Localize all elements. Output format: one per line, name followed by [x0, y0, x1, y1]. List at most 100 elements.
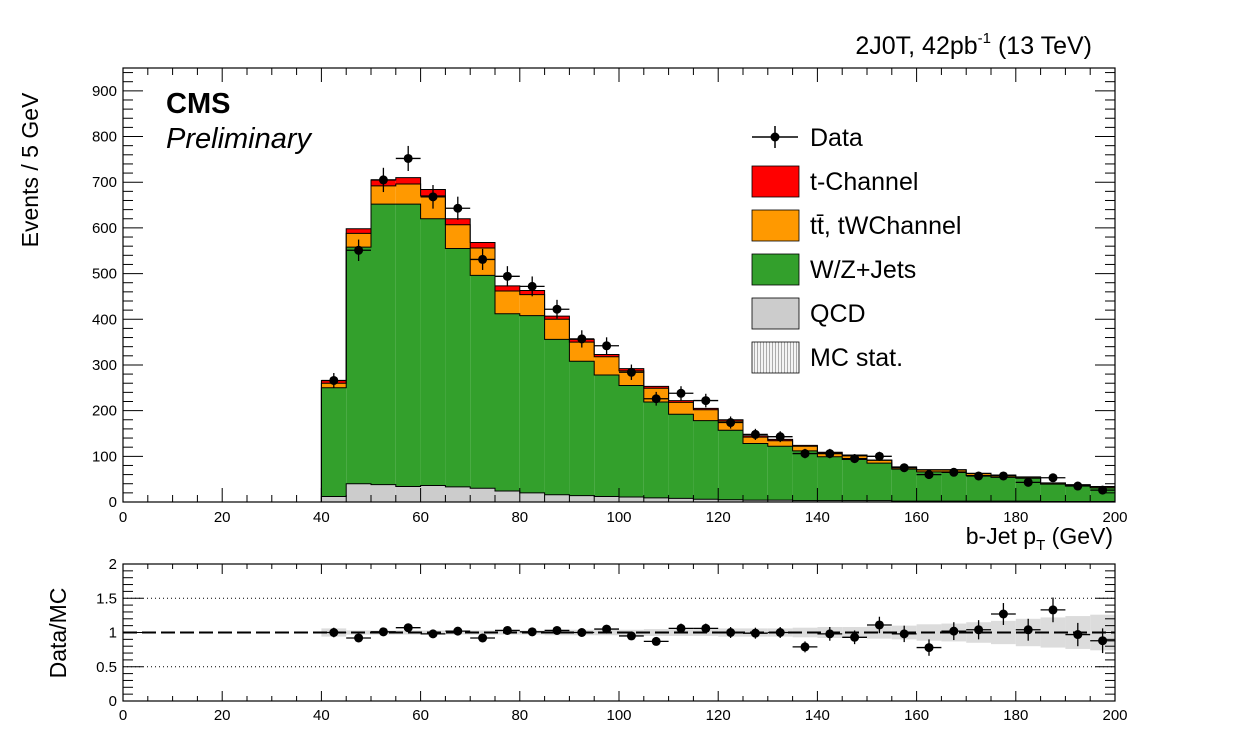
- legend-label-mc-stat: MC stat.: [810, 344, 903, 372]
- ratio-point: [792, 641, 818, 653]
- data-point: [321, 373, 347, 388]
- stack-bar: [743, 437, 768, 444]
- y-tick-label: 400: [92, 311, 117, 328]
- ratio-y-tick-label: 2: [109, 556, 117, 573]
- legend-swatch-qcd: [751, 297, 800, 330]
- main-y-axis-label: Events / 5 GeV: [17, 92, 43, 247]
- stack-bar: [420, 218, 446, 486]
- mc-stat-band-bin: [470, 630, 495, 635]
- stack-bar: [371, 185, 396, 205]
- data-marker: [924, 470, 934, 480]
- ratio-marker: [502, 625, 512, 635]
- stack-bar: [668, 498, 694, 502]
- ratio-point: [594, 624, 619, 634]
- stack-bar: [594, 374, 619, 497]
- stack-bar: [619, 385, 644, 497]
- x-tick-label: 80: [511, 509, 528, 526]
- data-point: [1040, 473, 1066, 483]
- y-tick-label: 300: [92, 357, 117, 374]
- data-marker: [651, 394, 661, 404]
- stack-bar: [321, 387, 347, 497]
- stack-bar: [643, 497, 669, 502]
- x-axis-label-unit: (GeV): [1045, 523, 1113, 549]
- stack-bar: [1065, 486, 1091, 502]
- stack-bar: [767, 440, 793, 447]
- ratio-marker: [924, 643, 934, 653]
- stack-bar: [767, 500, 793, 502]
- stack-bar: [594, 496, 619, 502]
- ratio-point: [395, 623, 421, 633]
- stack-bar: [321, 496, 347, 502]
- stack-w-z-jets: [321, 204, 1115, 502]
- stack-bar: [643, 386, 669, 389]
- main-plot-panel: 0 20 40 60 80 100 120 140 160 180 200 0 100 200 300 40…: [17, 67, 1128, 554]
- ratio-marker: [850, 632, 860, 642]
- stack-bar: [619, 496, 644, 502]
- legend: Data t-Channel tt̄, tWChannel W/Z+Jets Q…: [751, 124, 961, 374]
- main-x-axis-label: b-Jet pT (GeV): [966, 523, 1113, 554]
- ratio-marker: [1023, 625, 1033, 635]
- legend-swatch-ttbar: [751, 209, 800, 242]
- legend-swatch-mc-stat: [751, 341, 800, 374]
- data-point: [420, 185, 446, 209]
- ratio-point: [470, 633, 495, 643]
- data-point: [743, 428, 768, 440]
- data-point: [346, 239, 371, 262]
- mc-stat-band-bin: [792, 627, 818, 638]
- ratio-marker: [775, 628, 785, 637]
- ratio-x-tick-label: 200: [1102, 707, 1127, 724]
- ratio-point: [569, 628, 595, 637]
- legend-label-ttbar: tt̄, tWChannel: [810, 212, 961, 240]
- legend-label-qcd: QCD: [810, 300, 866, 328]
- ratio-point: [1065, 622, 1091, 647]
- ratio-point: [445, 626, 471, 636]
- ratio-point: [916, 639, 942, 656]
- legend-label-data: Data: [810, 124, 863, 152]
- data-marker: [676, 388, 686, 398]
- ratio-points: [321, 597, 1115, 656]
- ratio-marker: [1048, 605, 1058, 615]
- data-point: [792, 448, 818, 459]
- data-point: [519, 276, 545, 297]
- stack-bar: [495, 491, 520, 502]
- ratio-marker: [428, 629, 438, 639]
- ratio-marker: [552, 625, 562, 635]
- stack-bar: [817, 500, 843, 502]
- ratio-marker: [874, 620, 884, 630]
- legend-label-wz-jets: W/Z+Jets: [810, 256, 916, 284]
- ratio-point: [346, 633, 371, 643]
- data-marker: [998, 471, 1008, 481]
- data-point: [891, 463, 917, 473]
- ratio-marker: [602, 624, 612, 634]
- stack-bar: [767, 446, 793, 501]
- ratio-x-tick-label: 100: [606, 707, 631, 724]
- ratio-x-tick-label: 160: [904, 707, 929, 724]
- stack-bar: [792, 446, 818, 451]
- data-marker: [354, 245, 364, 255]
- data-point: [817, 448, 843, 459]
- y-tick-label: 500: [92, 266, 117, 283]
- stack-bar: [991, 477, 1016, 502]
- ratio-y-tick-label: 1.5: [96, 590, 117, 607]
- ratio-point: [767, 627, 793, 638]
- data-points: [321, 145, 1115, 495]
- experiment-label: CMS: [166, 88, 230, 120]
- y-tick-label: 800: [92, 129, 117, 146]
- data-point: [941, 467, 967, 477]
- stack-bar: [445, 248, 471, 487]
- y-tick-label: 700: [92, 174, 117, 191]
- data-point: [916, 470, 942, 480]
- ratio-marker: [750, 628, 760, 638]
- stack-bar: [668, 402, 694, 415]
- ratio-point: [321, 627, 347, 638]
- data-marker: [428, 192, 438, 202]
- x-axis-label-subscript: T: [1036, 537, 1045, 554]
- ratio-point: [991, 603, 1016, 625]
- data-point: [395, 145, 421, 171]
- stack-bar: [643, 401, 669, 498]
- stack-bar: [371, 204, 396, 485]
- ratio-point: [1015, 618, 1041, 641]
- stack-bar: [867, 460, 892, 464]
- data-point: [1065, 481, 1091, 491]
- stack-bar: [693, 409, 719, 421]
